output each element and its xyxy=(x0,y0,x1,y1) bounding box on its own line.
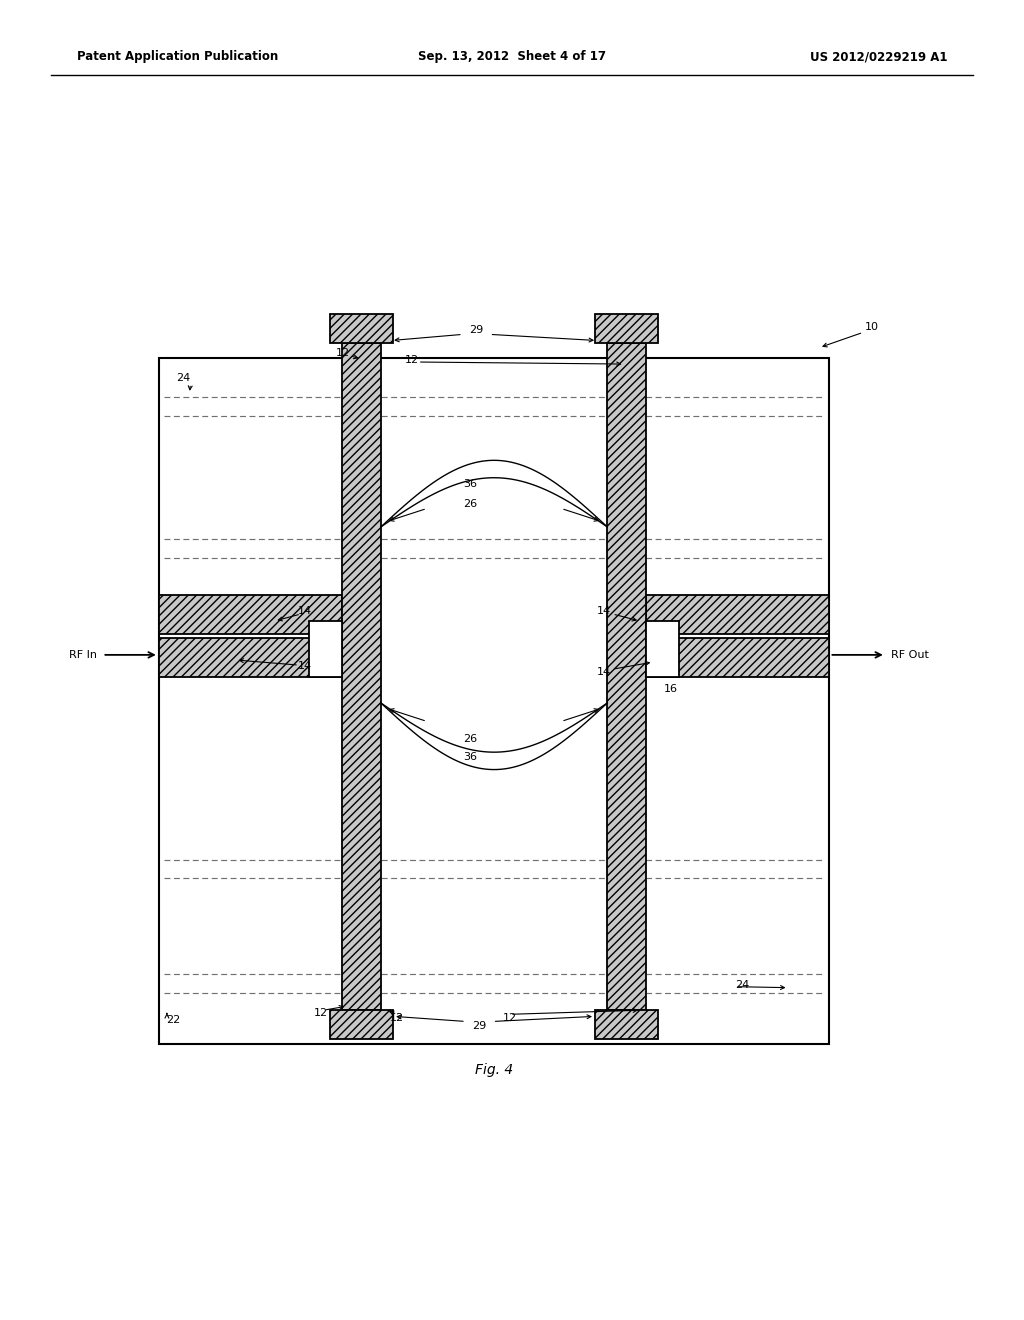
Text: 14: 14 xyxy=(298,661,312,671)
Text: Fig. 4: Fig. 4 xyxy=(475,1063,514,1077)
Bar xyxy=(309,622,342,677)
Text: 26: 26 xyxy=(463,499,477,510)
Bar xyxy=(330,1010,393,1039)
Text: 22: 22 xyxy=(166,1015,180,1026)
Text: 16: 16 xyxy=(664,684,678,694)
Bar xyxy=(595,1010,658,1039)
Bar xyxy=(646,639,829,677)
Text: 36: 36 xyxy=(463,479,477,488)
Text: 12: 12 xyxy=(390,1014,404,1023)
Text: 29: 29 xyxy=(472,1020,486,1031)
Bar xyxy=(607,343,646,1010)
Bar xyxy=(646,622,679,677)
Text: US 2012/0229219 A1: US 2012/0229219 A1 xyxy=(810,50,947,63)
Text: 12: 12 xyxy=(503,1014,517,1023)
Text: 12: 12 xyxy=(404,355,419,364)
Bar xyxy=(159,358,829,1044)
Bar xyxy=(330,314,393,343)
Text: Patent Application Publication: Patent Application Publication xyxy=(77,50,279,63)
Text: Sep. 13, 2012  Sheet 4 of 17: Sep. 13, 2012 Sheet 4 of 17 xyxy=(418,50,606,63)
Bar xyxy=(646,595,829,635)
Text: RF Out: RF Out xyxy=(891,649,929,660)
Text: 12: 12 xyxy=(336,347,350,358)
Text: 29: 29 xyxy=(469,325,483,335)
Text: RF In: RF In xyxy=(70,649,97,660)
Bar xyxy=(595,314,658,343)
Text: 24: 24 xyxy=(735,979,750,990)
Text: 10: 10 xyxy=(865,322,880,333)
Text: 26: 26 xyxy=(463,734,477,744)
Text: 12: 12 xyxy=(313,1008,328,1018)
Text: 14: 14 xyxy=(298,606,312,616)
Bar xyxy=(159,639,342,677)
Bar xyxy=(342,343,381,1010)
Text: 36: 36 xyxy=(463,752,477,762)
Text: 24: 24 xyxy=(176,374,190,383)
Text: 14: 14 xyxy=(597,606,611,616)
Text: 14: 14 xyxy=(597,668,611,677)
Bar xyxy=(159,595,342,635)
